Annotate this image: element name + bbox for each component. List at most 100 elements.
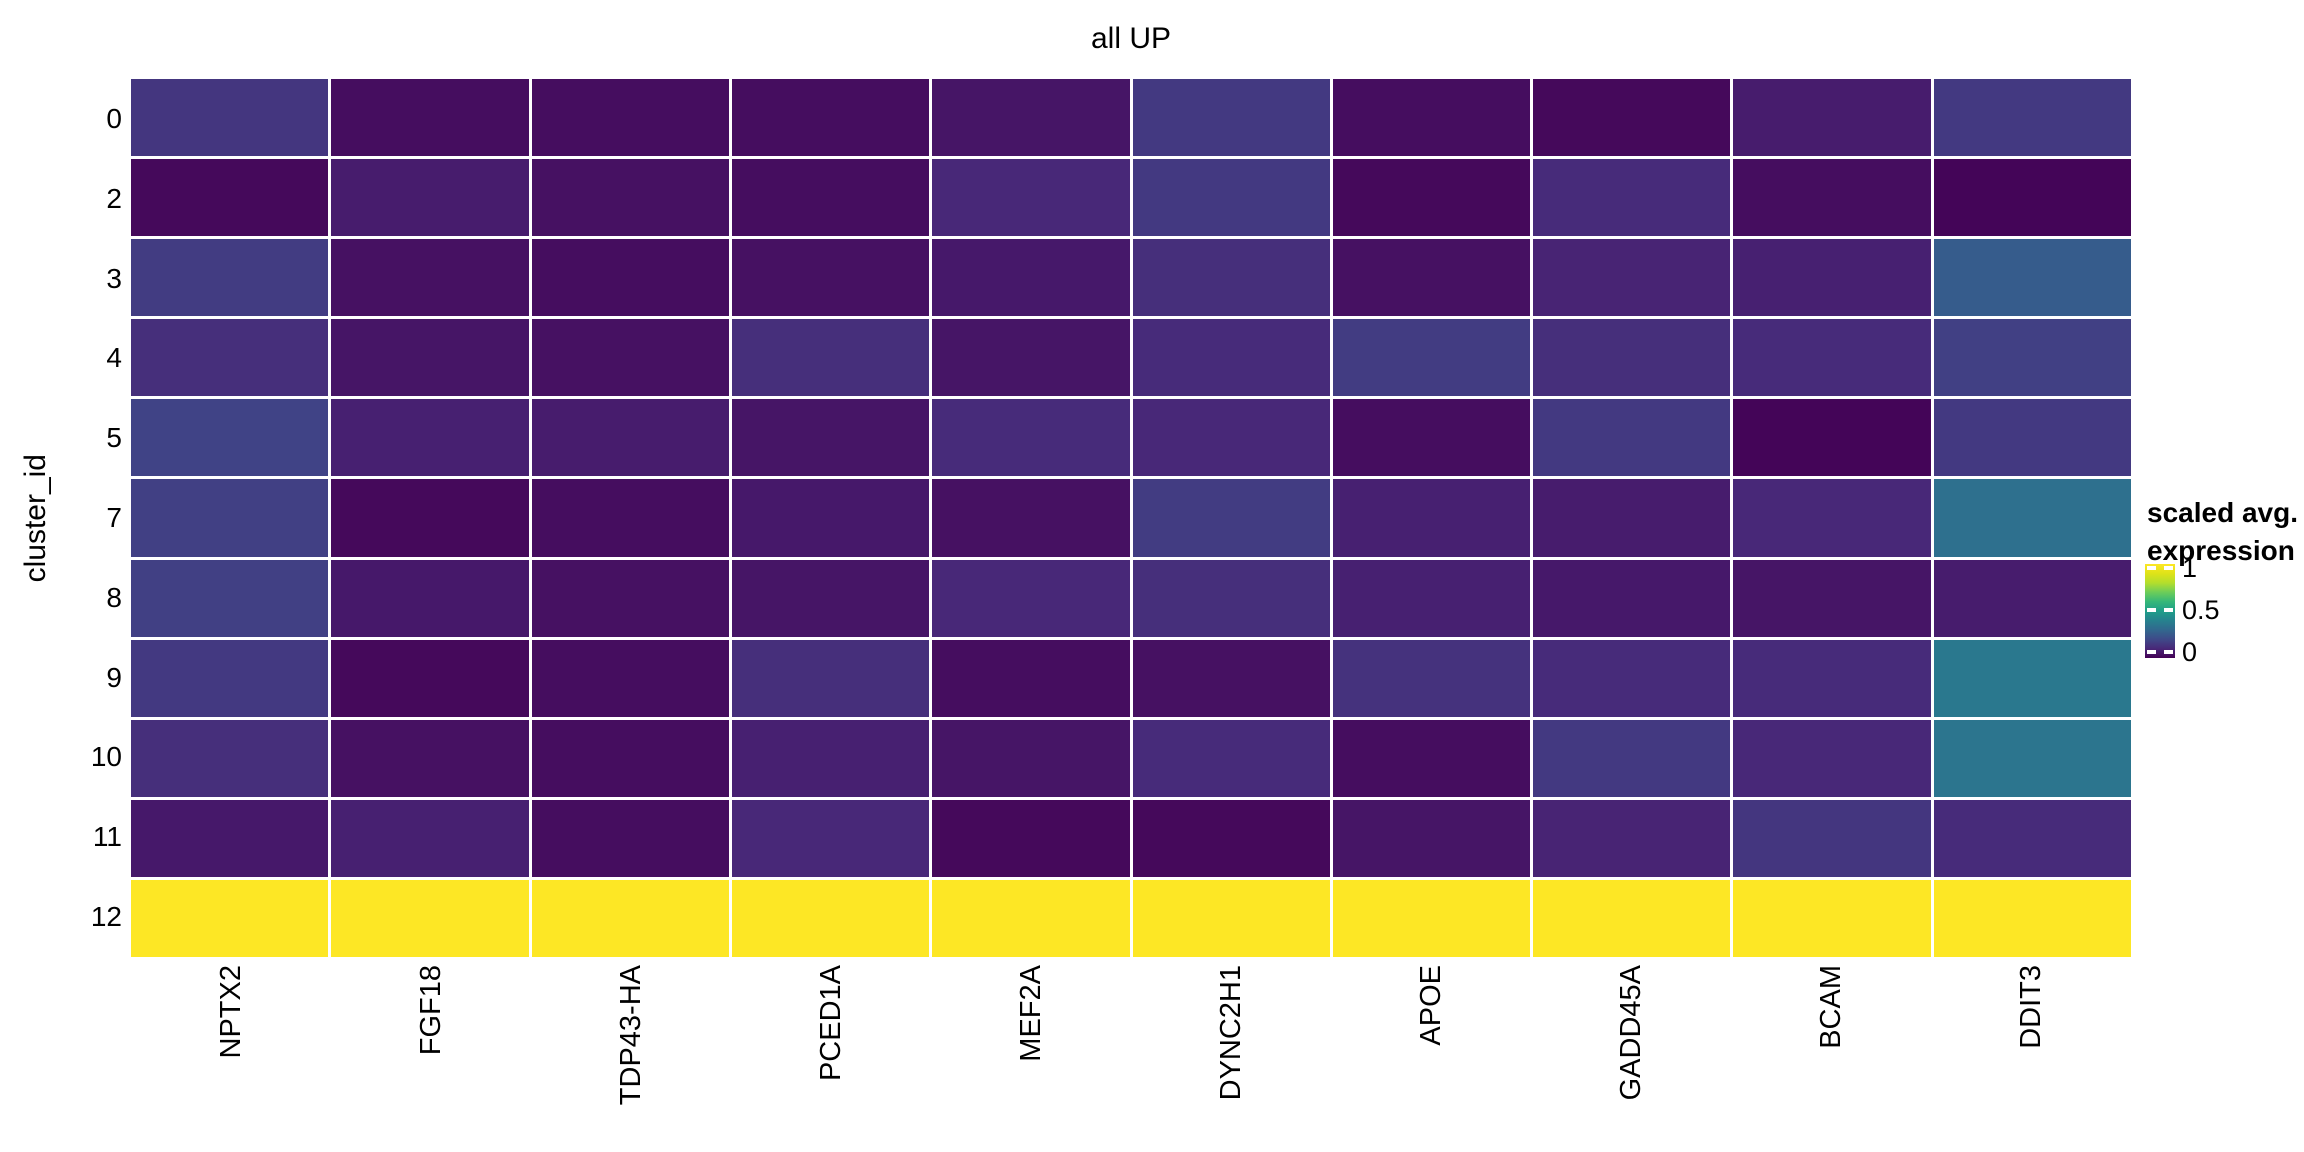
heatmap-cell [331,479,529,557]
y-tick-label: 9 [106,661,122,693]
x-tick-label: DDIT3 [2014,965,2047,1049]
y-tick-label: 5 [106,422,122,454]
heatmap-cell [1332,559,1531,637]
heatmap-cell [1132,719,1330,797]
x-tick-label: PCED1A [814,965,847,1082]
heatmap-cell [1132,559,1330,637]
heatmap-cell [731,799,930,877]
legend: scaled avg. expression 1 0.5 0 [2140,490,2304,730]
y-tick-label: 0 [106,102,122,134]
heatmap-cell [1733,559,1931,637]
heatmap-cell [331,79,529,157]
y-tick-label: 8 [106,581,122,613]
heatmap-cell [531,559,729,637]
heatmap-cell [932,319,1130,397]
heatmap-cell [1332,319,1531,397]
heatmap-cell [1733,79,1931,157]
heatmap-cell [331,719,529,797]
heatmap-cell [131,719,329,797]
heatmap-cell [1533,479,1731,557]
heatmap-cell [932,79,1130,157]
heatmap-cell [131,799,329,877]
heatmap-cell [1933,399,2131,477]
heatmap-cell [1332,879,1531,957]
heatmap-cell [1933,559,2131,637]
heatmap-cell [1533,79,1731,157]
heatmap-cell [1933,239,2131,317]
heatmap-cell [1332,719,1531,797]
plot-title: all UP [1090,22,1172,55]
x-tick-label: BCAM [1814,965,1847,1049]
y-tick-label: 4 [106,342,122,374]
heatmap-cell [131,559,329,637]
heatmap-cell [1933,879,2131,957]
heatmap-cell [932,719,1130,797]
heatmap-cell [932,399,1130,477]
heatmap-cell [1332,799,1531,877]
x-axis-tick-labels: NPTX2 FGF18 TDP43-HA PCED1A MEF2A DYNC2H1 APOE… [131,965,2131,1151]
heatmap-cell [531,639,729,717]
heatmap-cell [1933,719,2131,797]
heatmap-cell [531,399,729,477]
heatmap-cell [131,319,329,397]
heatmap-cell [1733,719,1931,797]
colorbar-tick [2147,650,2156,654]
heatmap-cell [932,479,1130,557]
y-tick-label: 11 [92,821,122,853]
heatmap-cell [1533,319,1731,397]
legend-tick-label: 0.5 [2182,595,2220,625]
heatmap-cell [731,639,930,717]
heatmap-cell [731,319,930,397]
heatmap-cell [1733,879,1931,957]
heatmap-cell [331,159,529,237]
heatmap-cell [331,879,529,957]
y-axis-tick-labels: 0 2 3 4 5 7 8 9 10 11 12 [0,79,122,957]
heatmap-cell [731,79,930,157]
y-tick-label: 7 [106,501,122,533]
colorbar-tick [2147,608,2156,612]
x-tick-label: DYNC2H1 [1214,965,1247,1101]
colorbar-tick [2164,608,2173,612]
legend-tick-label: 1 [2182,553,2198,583]
legend-title-line1: scaled avg. [2147,497,2298,528]
heatmap-cell [531,79,729,157]
heatmap-cell [1132,479,1330,557]
y-tick-label: 3 [106,262,122,294]
y-tick-label: 12 [90,901,122,933]
colorbar-tick [2147,566,2156,570]
heatmap-cell [1132,639,1330,717]
heatmap-cell [331,559,529,637]
x-tick-label: TDP43-HA [614,965,647,1106]
heatmap-cell [531,719,729,797]
heatmap-cell [731,559,930,637]
heatmap-cell [1132,399,1330,477]
heatmap-cell [731,159,930,237]
legend-title-line2: expression [2147,535,2295,566]
heatmap-cell [932,239,1130,317]
heatmap-cell [1733,159,1931,237]
heatmap-cell [131,879,329,957]
heatmap-cell [1332,479,1531,557]
heatmap-cell [1933,639,2131,717]
heatmap-cell [1733,399,1931,477]
heatmap-grid [131,79,2131,957]
heatmap-cell [331,319,529,397]
y-tick-label: 2 [106,182,122,214]
heatmap-cell [131,639,329,717]
heatmap-cell [1332,79,1531,157]
heatmap-cell [932,559,1130,637]
heatmap-cell [331,399,529,477]
heatmap-cell [1733,799,1931,877]
heatmap-cell [531,239,729,317]
legend-title: scaled avg. expression [2147,494,2298,570]
heatmap-cell [731,879,930,957]
heatmap-cell [1533,879,1731,957]
heatmap-cell [1733,479,1931,557]
heatmap-cell [1933,159,2131,237]
heatmap-cell [1132,159,1330,237]
heatmap-cell [1733,239,1931,317]
heatmap-cell [331,639,529,717]
heatmap-cell [531,799,729,877]
heatmap-cell [1933,79,2131,157]
